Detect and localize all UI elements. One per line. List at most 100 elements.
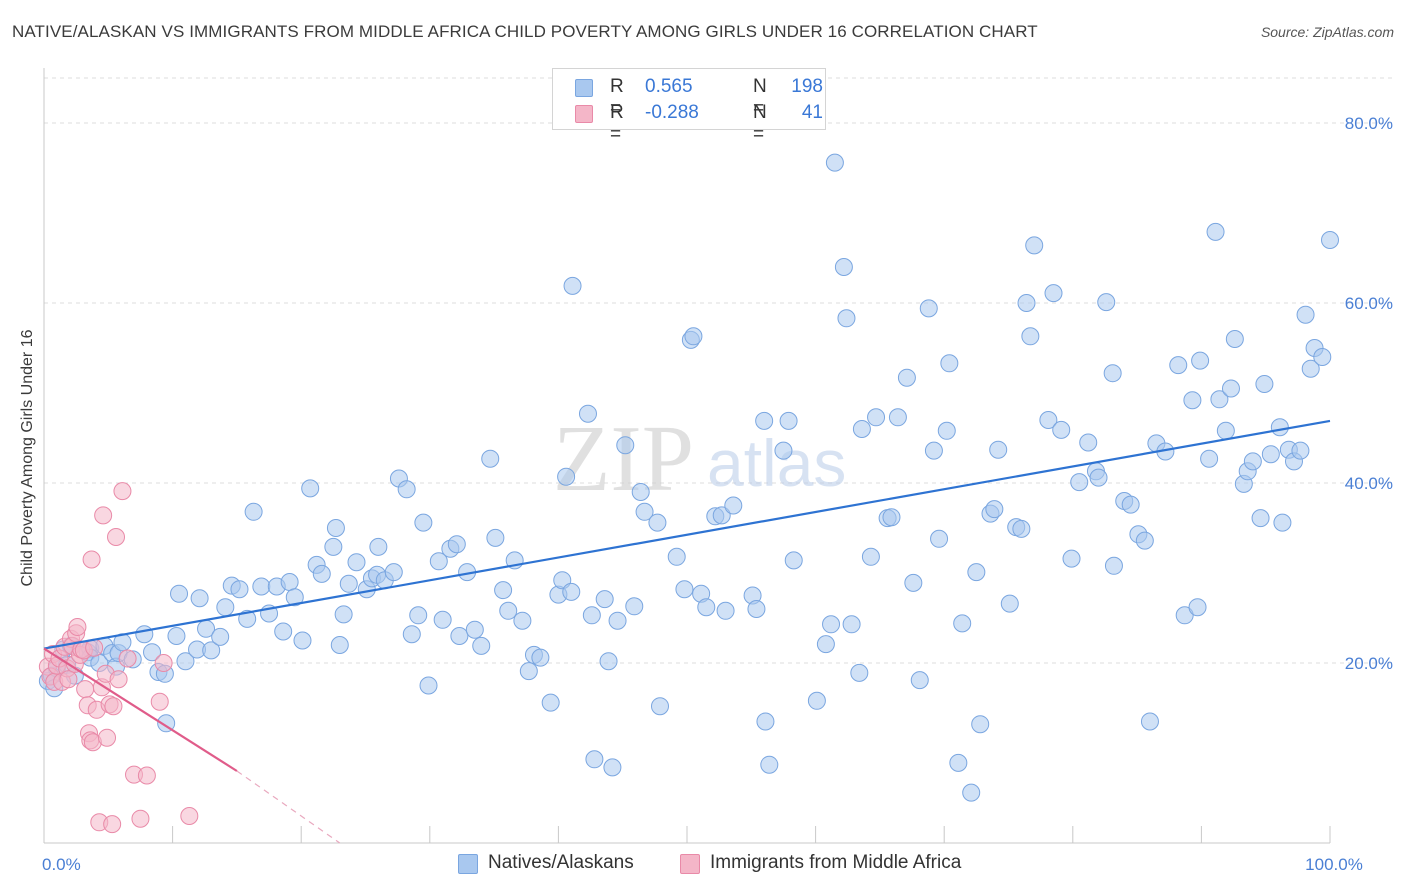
axes [43,68,1331,844]
native-point [904,573,923,592]
native-point [807,691,826,710]
legend-n-value: 41 [801,102,823,123]
native-point [1012,519,1031,538]
native-point [1210,390,1229,409]
native-point [1200,449,1219,468]
native-point [563,276,582,295]
native-point [170,584,189,603]
bottom-legend-swatch-natives [458,854,478,874]
native-point [603,758,622,777]
native-point [252,577,271,596]
native-point [635,502,654,521]
legend-n-label: N = [753,76,767,119]
native-point [924,441,943,460]
native-point [447,535,466,554]
native-point [599,652,618,671]
native-point [919,299,938,318]
native-point [861,547,880,566]
native-point [230,580,249,599]
native-point [779,411,798,430]
native-point [816,635,835,654]
watermark: ZIP atlas [553,407,846,511]
immigrant-point [76,680,95,699]
native-point [608,611,627,630]
native-point [211,627,230,646]
legend-r-label: R = [610,102,624,145]
immigrant-point [118,649,137,668]
native-point [1039,411,1058,429]
native-point [1273,513,1292,532]
native-point [837,309,856,328]
native-point [595,590,614,609]
native-point [339,574,358,593]
native-point [625,597,644,616]
native-trend-line [43,419,1331,650]
native-point [1070,473,1089,492]
x-tick-label: 100.0% [1305,855,1363,874]
immigrant-point [104,697,123,716]
native-point [499,601,518,620]
immigrant-point [154,654,173,672]
y-tick-label: 60.0% [1345,294,1393,313]
native-point [716,601,735,620]
native-point [143,643,162,662]
native-point [910,671,929,690]
native-point [513,611,532,630]
native-point [397,480,416,499]
legend-r-value: -0.288 [645,102,699,123]
native-point [472,636,491,655]
native-point [334,605,353,624]
native-point [1313,348,1332,366]
immigrant-point [109,670,128,689]
native-point [985,500,1004,519]
immigrant-point [180,807,199,825]
native-point [324,537,343,556]
native-point [755,411,774,430]
native-point [989,440,1008,459]
native-point [409,606,428,625]
native-point [238,609,257,628]
native-point [616,436,635,455]
native-point [842,615,861,634]
immigrant-point [103,815,122,834]
native-point [384,563,403,582]
native-point [330,636,349,654]
legend-swatch-natives [575,79,593,97]
native-point [1188,598,1207,617]
native-point [562,582,581,601]
native-point [369,537,388,556]
native-point [1296,305,1315,324]
native-point [1097,293,1116,312]
native-point [712,506,731,525]
legend-swatch-immigrants [575,105,593,123]
native-point [1261,445,1280,464]
native-point [531,648,550,667]
legend-n-value: 198 [791,76,823,97]
native-point [167,627,186,645]
native-point [882,508,901,527]
bottom-legend-label-immigrants: Immigrants from Middle Africa [710,852,962,873]
native-point [1255,375,1274,393]
native-point [697,598,716,617]
native-point [1000,594,1019,613]
native-point [312,564,331,583]
native-point [774,441,793,460]
native-point [888,408,907,427]
gridlines [44,77,1392,664]
native-point [1025,236,1044,255]
y-tick-label: 40.0% [1345,474,1393,493]
native-point [1291,441,1310,460]
immigrant-point [107,528,126,546]
native-point [1017,294,1036,312]
native-point [1270,418,1289,437]
native-point [967,563,986,582]
native-point [244,502,263,521]
native-point [557,467,576,486]
trend-lines [43,419,1331,844]
bottom-legend-label-natives: Natives/Alaskans [488,852,634,873]
native-point [949,753,968,772]
native-point [274,622,293,641]
native-point [1221,379,1240,398]
legend-r-value: 0.565 [645,76,693,97]
